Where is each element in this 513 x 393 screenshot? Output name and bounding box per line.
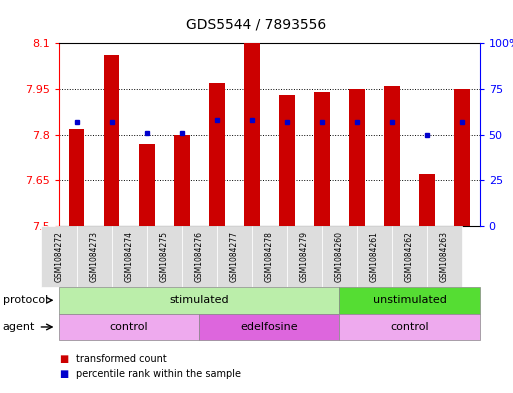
- Bar: [454, 89, 470, 226]
- Bar: [244, 43, 260, 226]
- Text: GSM1084279: GSM1084279: [300, 231, 309, 282]
- Bar: [139, 144, 154, 226]
- Text: control: control: [110, 322, 148, 332]
- Text: GSM1084272: GSM1084272: [54, 231, 64, 282]
- Text: control: control: [390, 322, 429, 332]
- Text: GSM1084277: GSM1084277: [230, 231, 239, 282]
- Text: GSM1084261: GSM1084261: [370, 231, 379, 282]
- Bar: [419, 174, 435, 226]
- Text: stimulated: stimulated: [169, 295, 229, 305]
- Text: ■: ■: [59, 354, 68, 364]
- Text: edelfosine: edelfosine: [241, 322, 298, 332]
- Bar: [174, 134, 190, 226]
- Text: GSM1084273: GSM1084273: [90, 231, 98, 282]
- Text: percentile rank within the sample: percentile rank within the sample: [76, 369, 241, 379]
- Text: GSM1084260: GSM1084260: [335, 231, 344, 282]
- Text: ■: ■: [59, 369, 68, 379]
- Text: unstimulated: unstimulated: [372, 295, 446, 305]
- Bar: [384, 86, 400, 226]
- Text: GSM1084276: GSM1084276: [195, 231, 204, 282]
- Text: GSM1084274: GSM1084274: [125, 231, 133, 282]
- Text: protocol: protocol: [3, 295, 48, 305]
- Bar: [314, 92, 330, 226]
- Bar: [104, 55, 120, 226]
- Text: GSM1084275: GSM1084275: [160, 231, 169, 282]
- Bar: [349, 89, 365, 226]
- Text: GDS5544 / 7893556: GDS5544 / 7893556: [186, 18, 327, 32]
- Bar: [69, 129, 85, 226]
- Text: transformed count: transformed count: [76, 354, 167, 364]
- Text: GSM1084278: GSM1084278: [265, 231, 274, 282]
- Text: agent: agent: [3, 322, 35, 332]
- Bar: [279, 95, 295, 226]
- Bar: [209, 83, 225, 226]
- Text: GSM1084263: GSM1084263: [440, 231, 449, 282]
- Text: GSM1084262: GSM1084262: [405, 231, 414, 282]
